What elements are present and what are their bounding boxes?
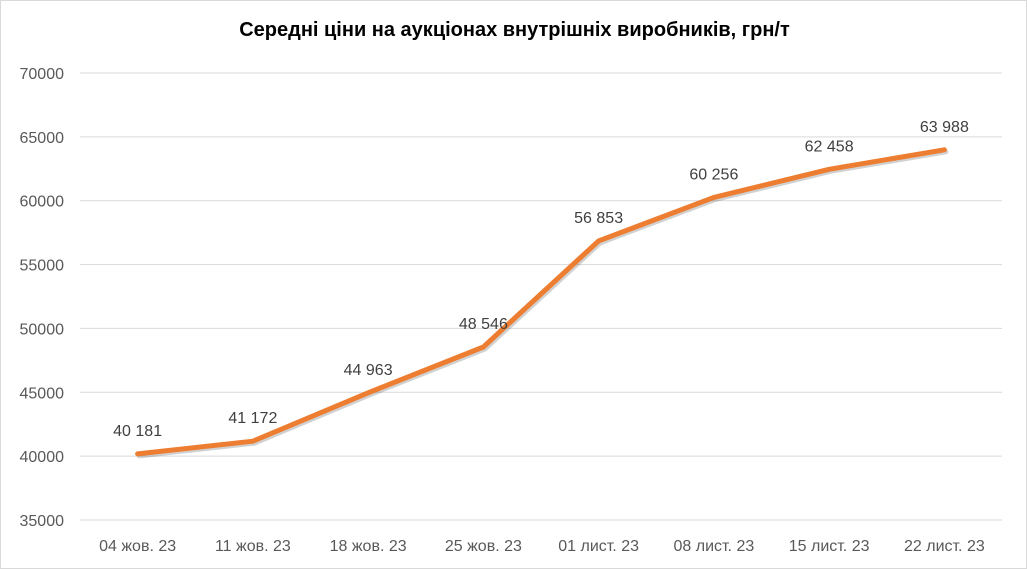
data-label: 44 963 xyxy=(344,362,393,379)
data-label: 60 256 xyxy=(689,166,738,183)
data-label: 41 172 xyxy=(228,410,277,427)
y-tick-label: 40000 xyxy=(20,449,65,466)
x-tick-label: 25 жов. 23 xyxy=(445,538,522,555)
x-tick-label: 01 лист. 23 xyxy=(558,538,639,555)
y-tick-label: 70000 xyxy=(20,66,65,83)
y-tick-label: 50000 xyxy=(20,321,65,338)
x-tick-label: 22 лист. 23 xyxy=(904,538,985,555)
data-label: 40 181 xyxy=(113,423,162,440)
x-tick-label: 04 жов. 23 xyxy=(99,538,176,555)
gridlines xyxy=(80,72,1002,521)
data-labels: 40 181 41 172 44 963 48 546 56 853 60 256 62 4… xyxy=(113,119,969,440)
y-tick-label: 55000 xyxy=(20,258,65,275)
data-label: 56 853 xyxy=(574,210,623,227)
x-tick-label: 11 жов. 23 xyxy=(215,538,291,555)
data-label: 48 546 xyxy=(459,316,508,333)
chart-title: Середні ціни на аукціонах внутрішніх вир… xyxy=(239,19,790,41)
y-axis-tick-labels: 35000 40000 45000 50000 55000 60000 65000 70000 xyxy=(20,66,65,530)
x-axis-tick-labels: 04 жов. 23 11 жов. 23 18 жов. 23 25 жов. 23… xyxy=(99,538,985,555)
x-tick-label: 15 лист. 23 xyxy=(789,538,870,555)
y-tick-label: 45000 xyxy=(20,385,65,402)
x-tick-label: 08 лист. 23 xyxy=(673,538,754,555)
y-tick-label: 60000 xyxy=(20,194,65,211)
y-tick-label: 35000 xyxy=(20,513,65,530)
data-label: 63 988 xyxy=(920,119,969,136)
series-line xyxy=(135,147,947,457)
x-tick-label: 18 жов. 23 xyxy=(330,538,407,555)
series-price xyxy=(135,147,949,459)
data-label: 62 458 xyxy=(805,138,854,155)
y-tick-label: 65000 xyxy=(20,130,65,147)
